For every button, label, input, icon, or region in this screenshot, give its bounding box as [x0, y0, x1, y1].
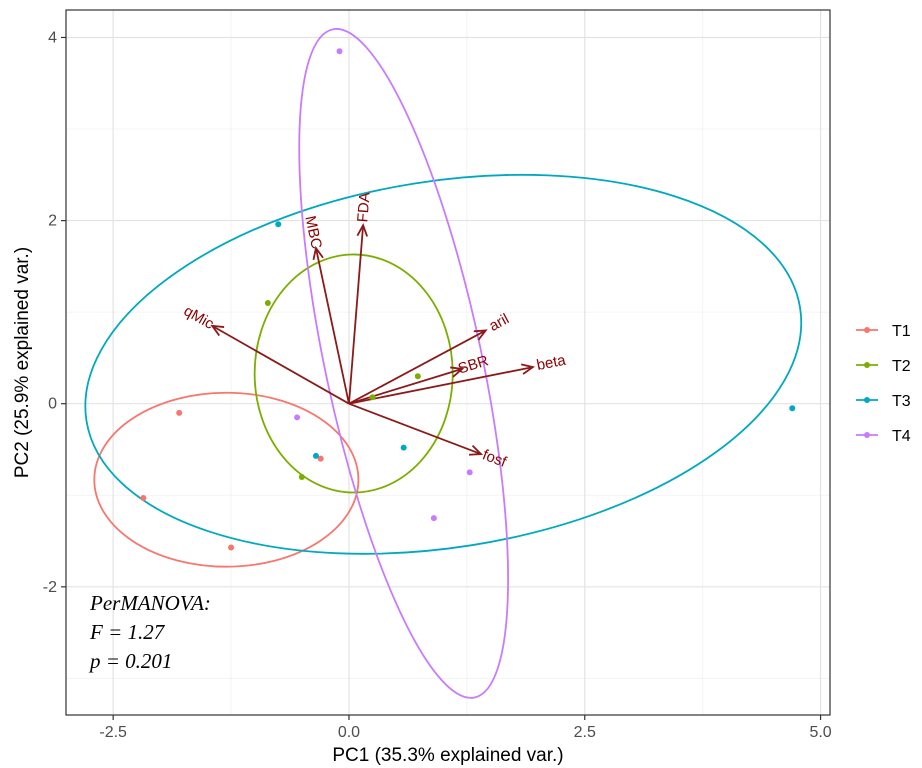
annotation-line-1: PerMANOVA: [89, 591, 211, 615]
point-T1 [140, 495, 147, 502]
point-T2 [369, 394, 376, 401]
legend-label-T1: T1 [892, 323, 911, 340]
loading-arrow-SBR [348, 368, 463, 405]
panel-border [65, 9, 831, 716]
x-tick-label: -2.5 [99, 724, 127, 741]
ellipse-T2 [253, 253, 454, 494]
point-T4 [430, 515, 437, 522]
ellipse-T1 [93, 391, 360, 568]
permanova-annotation: PerMANOVA: F = 1.27 p = 0.201 [88, 591, 211, 673]
legend-label-T4: T4 [892, 428, 911, 445]
arrowhead-beta [520, 363, 536, 375]
loading-arrow-beta [348, 366, 534, 405]
legend: T1 T2 T3 T4 [856, 323, 911, 445]
loading-label-MBC: MBC [301, 214, 325, 250]
point-T4 [294, 414, 301, 421]
legend-key-point-T1 [864, 327, 870, 333]
annotation-line-2: F = 1.27 [89, 620, 166, 644]
point-T3 [400, 444, 407, 451]
annotation-line-3: p = 0.201 [88, 649, 172, 673]
axis-ticks: -2.5 0.0 2.5 5.0 -2 0 2 4 [43, 29, 832, 741]
x-axis-title: PC1 (35.3% explained var.) [332, 745, 563, 766]
legend-label-T3: T3 [892, 393, 911, 410]
point-T1 [317, 455, 324, 462]
point-T3 [312, 452, 319, 459]
x-tick-label: 5.0 [809, 724, 831, 741]
y-tick-label: 4 [48, 29, 57, 46]
y-tick-label: -2 [43, 579, 57, 596]
data-points [140, 48, 796, 551]
point-T3 [275, 221, 282, 228]
arrowhead-FDA [356, 222, 368, 237]
loading-label-beta: beta [535, 352, 568, 375]
loading-arrow-MBC [315, 247, 350, 404]
confidence-ellipses [84, 28, 803, 699]
loading-arrow-FDA [348, 225, 365, 404]
loading-arrow-fosf [348, 402, 482, 455]
arrowhead-MBC [312, 245, 324, 260]
legend-label-T2: T2 [892, 358, 911, 375]
arrowhead-qMic [210, 324, 225, 337]
point-T3 [789, 405, 796, 412]
y-tick-label: 0 [48, 396, 57, 413]
point-T4 [336, 48, 343, 55]
point-T1 [176, 409, 183, 416]
point-T4 [466, 469, 473, 476]
ellipse-T4 [298, 28, 509, 699]
arrowhead-aril [473, 329, 488, 341]
loading-label-FDA: FDA [354, 192, 373, 223]
legend-key-point-T2 [864, 362, 870, 368]
legend-key-point-T3 [864, 397, 870, 403]
point-T2 [298, 473, 305, 480]
arrowhead-SBR [450, 366, 465, 378]
x-tick-label: 0.0 [338, 724, 360, 741]
point-T1 [228, 544, 235, 551]
loading-arrow-qMic [211, 325, 350, 405]
point-T2 [414, 373, 421, 380]
ellipse-T3 [84, 173, 803, 555]
y-tick-label: 2 [48, 213, 57, 230]
y-axis-title: PC2 (25.9% explained var.) [12, 247, 33, 478]
x-tick-label: 2.5 [574, 724, 596, 741]
arrowhead-fosf [468, 444, 484, 456]
loading-arrow-aril [348, 329, 487, 405]
legend-key-point-T4 [864, 432, 870, 438]
point-T2 [264, 299, 271, 306]
